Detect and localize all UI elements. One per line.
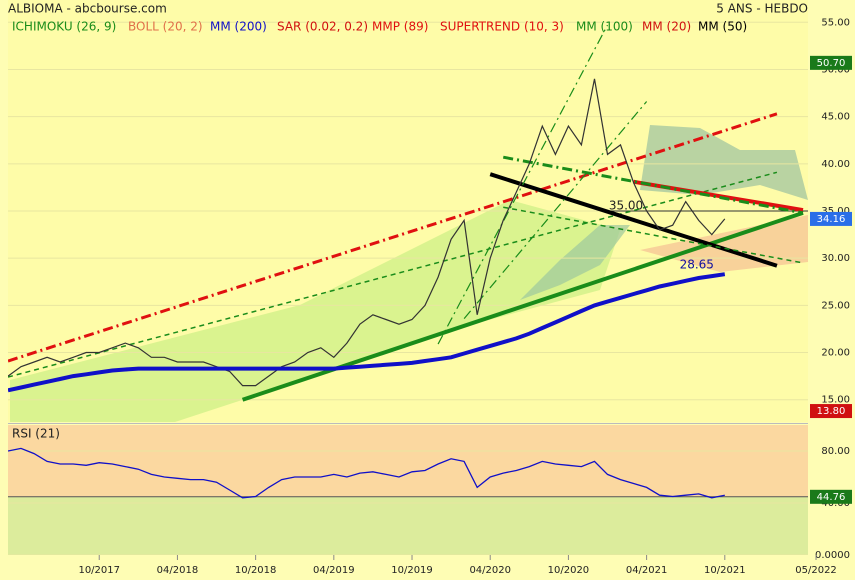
series-line [8, 447, 725, 499]
x-tick-label: 04/2018 [157, 565, 199, 576]
price-box [810, 404, 852, 419]
legend-entry: MM (50) [698, 20, 747, 34]
trendline [503, 206, 804, 264]
reference-box [810, 489, 852, 504]
y-tick-label: 25.00 [821, 300, 850, 311]
legend-entry: ICHIMOKU (26, 9) [12, 20, 116, 34]
trendline [463, 101, 648, 319]
x-tick-label: 05/2022 [795, 565, 837, 576]
x-tick-label: 10/2020 [548, 565, 590, 576]
rsi-title: RSI (21) [12, 427, 60, 441]
legend-entry: BOLL (20, 2) [128, 20, 203, 34]
legend-entry: MM (100) [576, 20, 633, 34]
legend-entry: SAR (0.02, 0.2) [277, 20, 368, 34]
trendline [8, 112, 778, 363]
x-tick-label: 10/2021 [704, 565, 746, 576]
cloud-fill [520, 225, 630, 300]
axes: 15.00 20.00 25.00 30.00 35.00 40.00 45.00 50.00… [8, 17, 852, 576]
y-tick-label: 45.00 [821, 112, 850, 123]
y-tick-label: 55.00 [821, 17, 850, 28]
y-tick-label: 40.00 [821, 159, 850, 170]
chart-subtitle: 5 ANS - HEBDO [716, 2, 808, 16]
trendline [489, 172, 778, 268]
price-box [810, 211, 852, 226]
zone-upper [8, 425, 808, 497]
x-tick-label: 04/2021 [626, 565, 668, 576]
rsi-plot [8, 425, 808, 555]
series-line [8, 78, 726, 387]
y-tick-label: 20.00 [821, 348, 850, 359]
legend-entry: MM (20) [642, 20, 691, 34]
y-tick-label: 50.00 [821, 64, 850, 75]
hline-label: 35.00 [609, 199, 643, 213]
trendline [437, 24, 609, 345]
chart-title: ALBIOMA - abcbourse.com [8, 2, 167, 16]
legend-entry: SUPERTREND (10, 3) [440, 20, 564, 34]
y-tick-label: 0.0000 [815, 550, 850, 561]
x-tick-label: 04/2020 [469, 565, 511, 576]
price-label: 50.70 [817, 58, 846, 69]
x-tick-label: 10/2018 [235, 565, 277, 576]
y-tick-label: 35.00 [821, 206, 850, 217]
y-tick-label: 15.00 [821, 395, 850, 406]
series-line [8, 272, 726, 393]
x-tick-label: 10/2017 [78, 565, 120, 576]
x-tick-label: 04/2019 [313, 565, 355, 576]
annotation: 28.65 [680, 257, 714, 271]
main-plot: 35.00 28.65 [8, 21, 808, 402]
legend-entry: MMP (89) [372, 20, 428, 34]
price-box [810, 55, 852, 70]
zone-lower [8, 496, 808, 555]
reference-label: 44.76 [817, 492, 846, 503]
y-tick-label: 80.00 [821, 446, 850, 457]
trendline [8, 171, 778, 378]
legend-entry: MM (200) [210, 20, 267, 34]
band-fill [10, 200, 620, 422]
price-label: 13.80 [817, 406, 846, 417]
trendline [502, 155, 804, 215]
x-tick-label: 10/2019 [391, 565, 433, 576]
y-tick-label: 30.00 [821, 253, 850, 264]
price-label: 34.16 [817, 214, 846, 225]
